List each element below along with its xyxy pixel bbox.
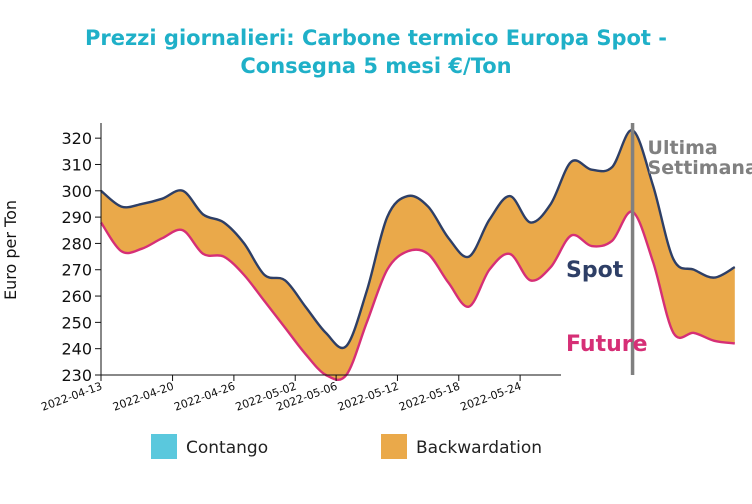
y-tick-label: 240 (61, 340, 92, 359)
chart-title: Prezzi giornalieri: Carbone termico Euro… (0, 24, 752, 80)
y-tick-label: 230 (61, 366, 92, 385)
legend-swatch-contango (151, 434, 177, 459)
legend-swatch-backwardation (381, 434, 407, 459)
x-tick-label: 2022-05-18 (397, 380, 462, 414)
y-tick-label: 270 (61, 261, 92, 280)
y-tick-label: 260 (61, 287, 92, 306)
y-tick-label: 300 (61, 182, 92, 201)
y-tick-label: 280 (61, 234, 92, 253)
annotation-line2: Settimana (648, 157, 752, 179)
future-series-label: Future (566, 332, 648, 357)
annotation-line1: Ultima (648, 137, 718, 159)
y-tick-label: 320 (61, 129, 92, 148)
legend-label-contango: Contango (186, 438, 268, 458)
spot-series-label: Spot (566, 258, 624, 283)
x-tick-label: 2022-04-26 (172, 380, 237, 414)
backwardation-area (101, 130, 735, 380)
x-tick-label: 2022-05-24 (459, 380, 524, 414)
x-tick-label: 2022-05-12 (336, 380, 401, 414)
chart-title-line2: Consegna 5 mesi €/Ton (240, 54, 512, 78)
legend-label-backwardation: Backwardation (416, 438, 542, 458)
y-tick-label: 310 (61, 155, 92, 174)
chart-title-line1: Prezzi giornalieri: Carbone termico Euro… (84, 26, 668, 50)
x-tick-label: 2022-04-20 (111, 380, 176, 414)
y-axis-title: Euro per Ton (1, 200, 20, 300)
y-tick-label: 290 (61, 208, 92, 227)
y-tick-label: 250 (61, 313, 92, 332)
